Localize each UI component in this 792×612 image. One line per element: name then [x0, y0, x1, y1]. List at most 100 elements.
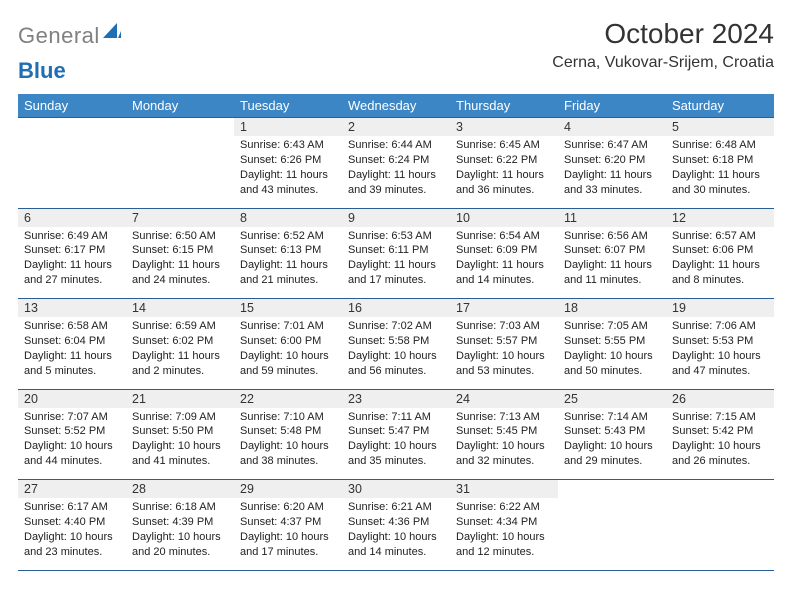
weekday-header: Wednesday [342, 94, 450, 118]
sunset-line: Sunset: 5:53 PM [672, 334, 768, 349]
day-number-cell: 16 [342, 299, 450, 318]
sunrise-line: Sunrise: 6:53 AM [348, 229, 444, 244]
daylight-line: Daylight: 10 hours and 26 minutes. [672, 439, 768, 469]
day-details-cell: Sunrise: 6:53 AMSunset: 6:11 PMDaylight:… [342, 227, 450, 299]
day-details-cell: Sunrise: 7:03 AMSunset: 5:57 PMDaylight:… [450, 317, 558, 389]
sunset-line: Sunset: 5:58 PM [348, 334, 444, 349]
day-details-cell: Sunrise: 6:22 AMSunset: 4:34 PMDaylight:… [450, 498, 558, 570]
sunset-line: Sunset: 5:50 PM [132, 424, 228, 439]
sunset-line: Sunset: 6:24 PM [348, 153, 444, 168]
sunrise-line: Sunrise: 6:18 AM [132, 500, 228, 515]
day-number-cell: 30 [342, 480, 450, 499]
sunset-line: Sunset: 4:40 PM [24, 515, 120, 530]
day-number-cell: 18 [558, 299, 666, 318]
day-number-cell: 9 [342, 208, 450, 227]
day-number-cell [558, 480, 666, 499]
sunrise-line: Sunrise: 7:01 AM [240, 319, 336, 334]
day-number-cell: 10 [450, 208, 558, 227]
sunrise-line: Sunrise: 6:52 AM [240, 229, 336, 244]
sunset-line: Sunset: 4:34 PM [456, 515, 552, 530]
sunrise-line: Sunrise: 6:50 AM [132, 229, 228, 244]
daylight-line: Daylight: 10 hours and 23 minutes. [24, 530, 120, 560]
daylight-line: Daylight: 10 hours and 56 minutes. [348, 349, 444, 379]
daylight-line: Daylight: 10 hours and 50 minutes. [564, 349, 660, 379]
day-number-cell: 15 [234, 299, 342, 318]
daylight-line: Daylight: 11 hours and 36 minutes. [456, 168, 552, 198]
daylight-line: Daylight: 10 hours and 47 minutes. [672, 349, 768, 379]
sunrise-line: Sunrise: 7:02 AM [348, 319, 444, 334]
day-number-cell [666, 480, 774, 499]
day-number-cell: 23 [342, 389, 450, 408]
daynum-row: 13141516171819 [18, 299, 774, 318]
day-details-cell: Sunrise: 7:02 AMSunset: 5:58 PMDaylight:… [342, 317, 450, 389]
day-number-cell: 27 [18, 480, 126, 499]
sunrise-line: Sunrise: 7:14 AM [564, 410, 660, 425]
day-number-cell: 25 [558, 389, 666, 408]
sunrise-line: Sunrise: 6:57 AM [672, 229, 768, 244]
sunrise-line: Sunrise: 7:07 AM [24, 410, 120, 425]
day-number-cell: 8 [234, 208, 342, 227]
day-number-cell: 22 [234, 389, 342, 408]
sunrise-line: Sunrise: 6:58 AM [24, 319, 120, 334]
day-details-cell: Sunrise: 7:07 AMSunset: 5:52 PMDaylight:… [18, 408, 126, 480]
day-number-cell: 2 [342, 118, 450, 137]
daylight-line: Daylight: 10 hours and 17 minutes. [240, 530, 336, 560]
logo: General [18, 18, 123, 49]
logo-part2: Blue [18, 58, 66, 84]
day-number-cell [126, 118, 234, 137]
day-details-cell: Sunrise: 6:59 AMSunset: 6:02 PMDaylight:… [126, 317, 234, 389]
details-row: Sunrise: 7:07 AMSunset: 5:52 PMDaylight:… [18, 408, 774, 480]
day-details-cell: Sunrise: 6:43 AMSunset: 6:26 PMDaylight:… [234, 136, 342, 208]
day-number-cell: 29 [234, 480, 342, 499]
daylight-line: Daylight: 11 hours and 21 minutes. [240, 258, 336, 288]
day-number-cell: 31 [450, 480, 558, 499]
sunset-line: Sunset: 6:11 PM [348, 243, 444, 258]
day-number-cell: 11 [558, 208, 666, 227]
sunset-line: Sunset: 6:18 PM [672, 153, 768, 168]
day-number-cell: 5 [666, 118, 774, 137]
sunset-line: Sunset: 6:07 PM [564, 243, 660, 258]
day-number-cell: 4 [558, 118, 666, 137]
day-details-cell: Sunrise: 6:58 AMSunset: 6:04 PMDaylight:… [18, 317, 126, 389]
weekday-header-row: Sunday Monday Tuesday Wednesday Thursday… [18, 94, 774, 118]
day-details-cell: Sunrise: 6:54 AMSunset: 6:09 PMDaylight:… [450, 227, 558, 299]
day-number-cell: 6 [18, 208, 126, 227]
sunrise-line: Sunrise: 7:15 AM [672, 410, 768, 425]
sunset-line: Sunset: 6:15 PM [132, 243, 228, 258]
day-details-cell: Sunrise: 7:15 AMSunset: 5:42 PMDaylight:… [666, 408, 774, 480]
daylight-line: Daylight: 11 hours and 2 minutes. [132, 349, 228, 379]
daylight-line: Daylight: 11 hours and 8 minutes. [672, 258, 768, 288]
daylight-line: Daylight: 11 hours and 14 minutes. [456, 258, 552, 288]
daylight-line: Daylight: 11 hours and 17 minutes. [348, 258, 444, 288]
daylight-line: Daylight: 10 hours and 32 minutes. [456, 439, 552, 469]
day-details-cell [18, 136, 126, 208]
day-number-cell: 21 [126, 389, 234, 408]
day-details-cell: Sunrise: 6:52 AMSunset: 6:13 PMDaylight:… [234, 227, 342, 299]
sunset-line: Sunset: 5:45 PM [456, 424, 552, 439]
sunset-line: Sunset: 4:36 PM [348, 515, 444, 530]
sunset-line: Sunset: 6:17 PM [24, 243, 120, 258]
day-details-cell: Sunrise: 6:56 AMSunset: 6:07 PMDaylight:… [558, 227, 666, 299]
sunset-line: Sunset: 6:09 PM [456, 243, 552, 258]
sunrise-line: Sunrise: 7:05 AM [564, 319, 660, 334]
daylight-line: Daylight: 11 hours and 30 minutes. [672, 168, 768, 198]
day-details-cell: Sunrise: 7:09 AMSunset: 5:50 PMDaylight:… [126, 408, 234, 480]
sunrise-line: Sunrise: 7:09 AM [132, 410, 228, 425]
sail-icon [103, 22, 121, 43]
daylight-line: Daylight: 11 hours and 33 minutes. [564, 168, 660, 198]
day-number-cell: 19 [666, 299, 774, 318]
sunset-line: Sunset: 5:42 PM [672, 424, 768, 439]
day-number-cell: 7 [126, 208, 234, 227]
sunrise-line: Sunrise: 6:20 AM [240, 500, 336, 515]
day-details-cell: Sunrise: 6:49 AMSunset: 6:17 PMDaylight:… [18, 227, 126, 299]
sunset-line: Sunset: 6:02 PM [132, 334, 228, 349]
day-details-cell: Sunrise: 7:10 AMSunset: 5:48 PMDaylight:… [234, 408, 342, 480]
day-number-cell: 20 [18, 389, 126, 408]
weekday-header: Thursday [450, 94, 558, 118]
day-details-cell: Sunrise: 6:21 AMSunset: 4:36 PMDaylight:… [342, 498, 450, 570]
sunrise-line: Sunrise: 6:48 AM [672, 138, 768, 153]
day-number-cell: 14 [126, 299, 234, 318]
daylight-line: Daylight: 11 hours and 24 minutes. [132, 258, 228, 288]
sunrise-line: Sunrise: 6:43 AM [240, 138, 336, 153]
page-title: October 2024 [552, 18, 774, 50]
